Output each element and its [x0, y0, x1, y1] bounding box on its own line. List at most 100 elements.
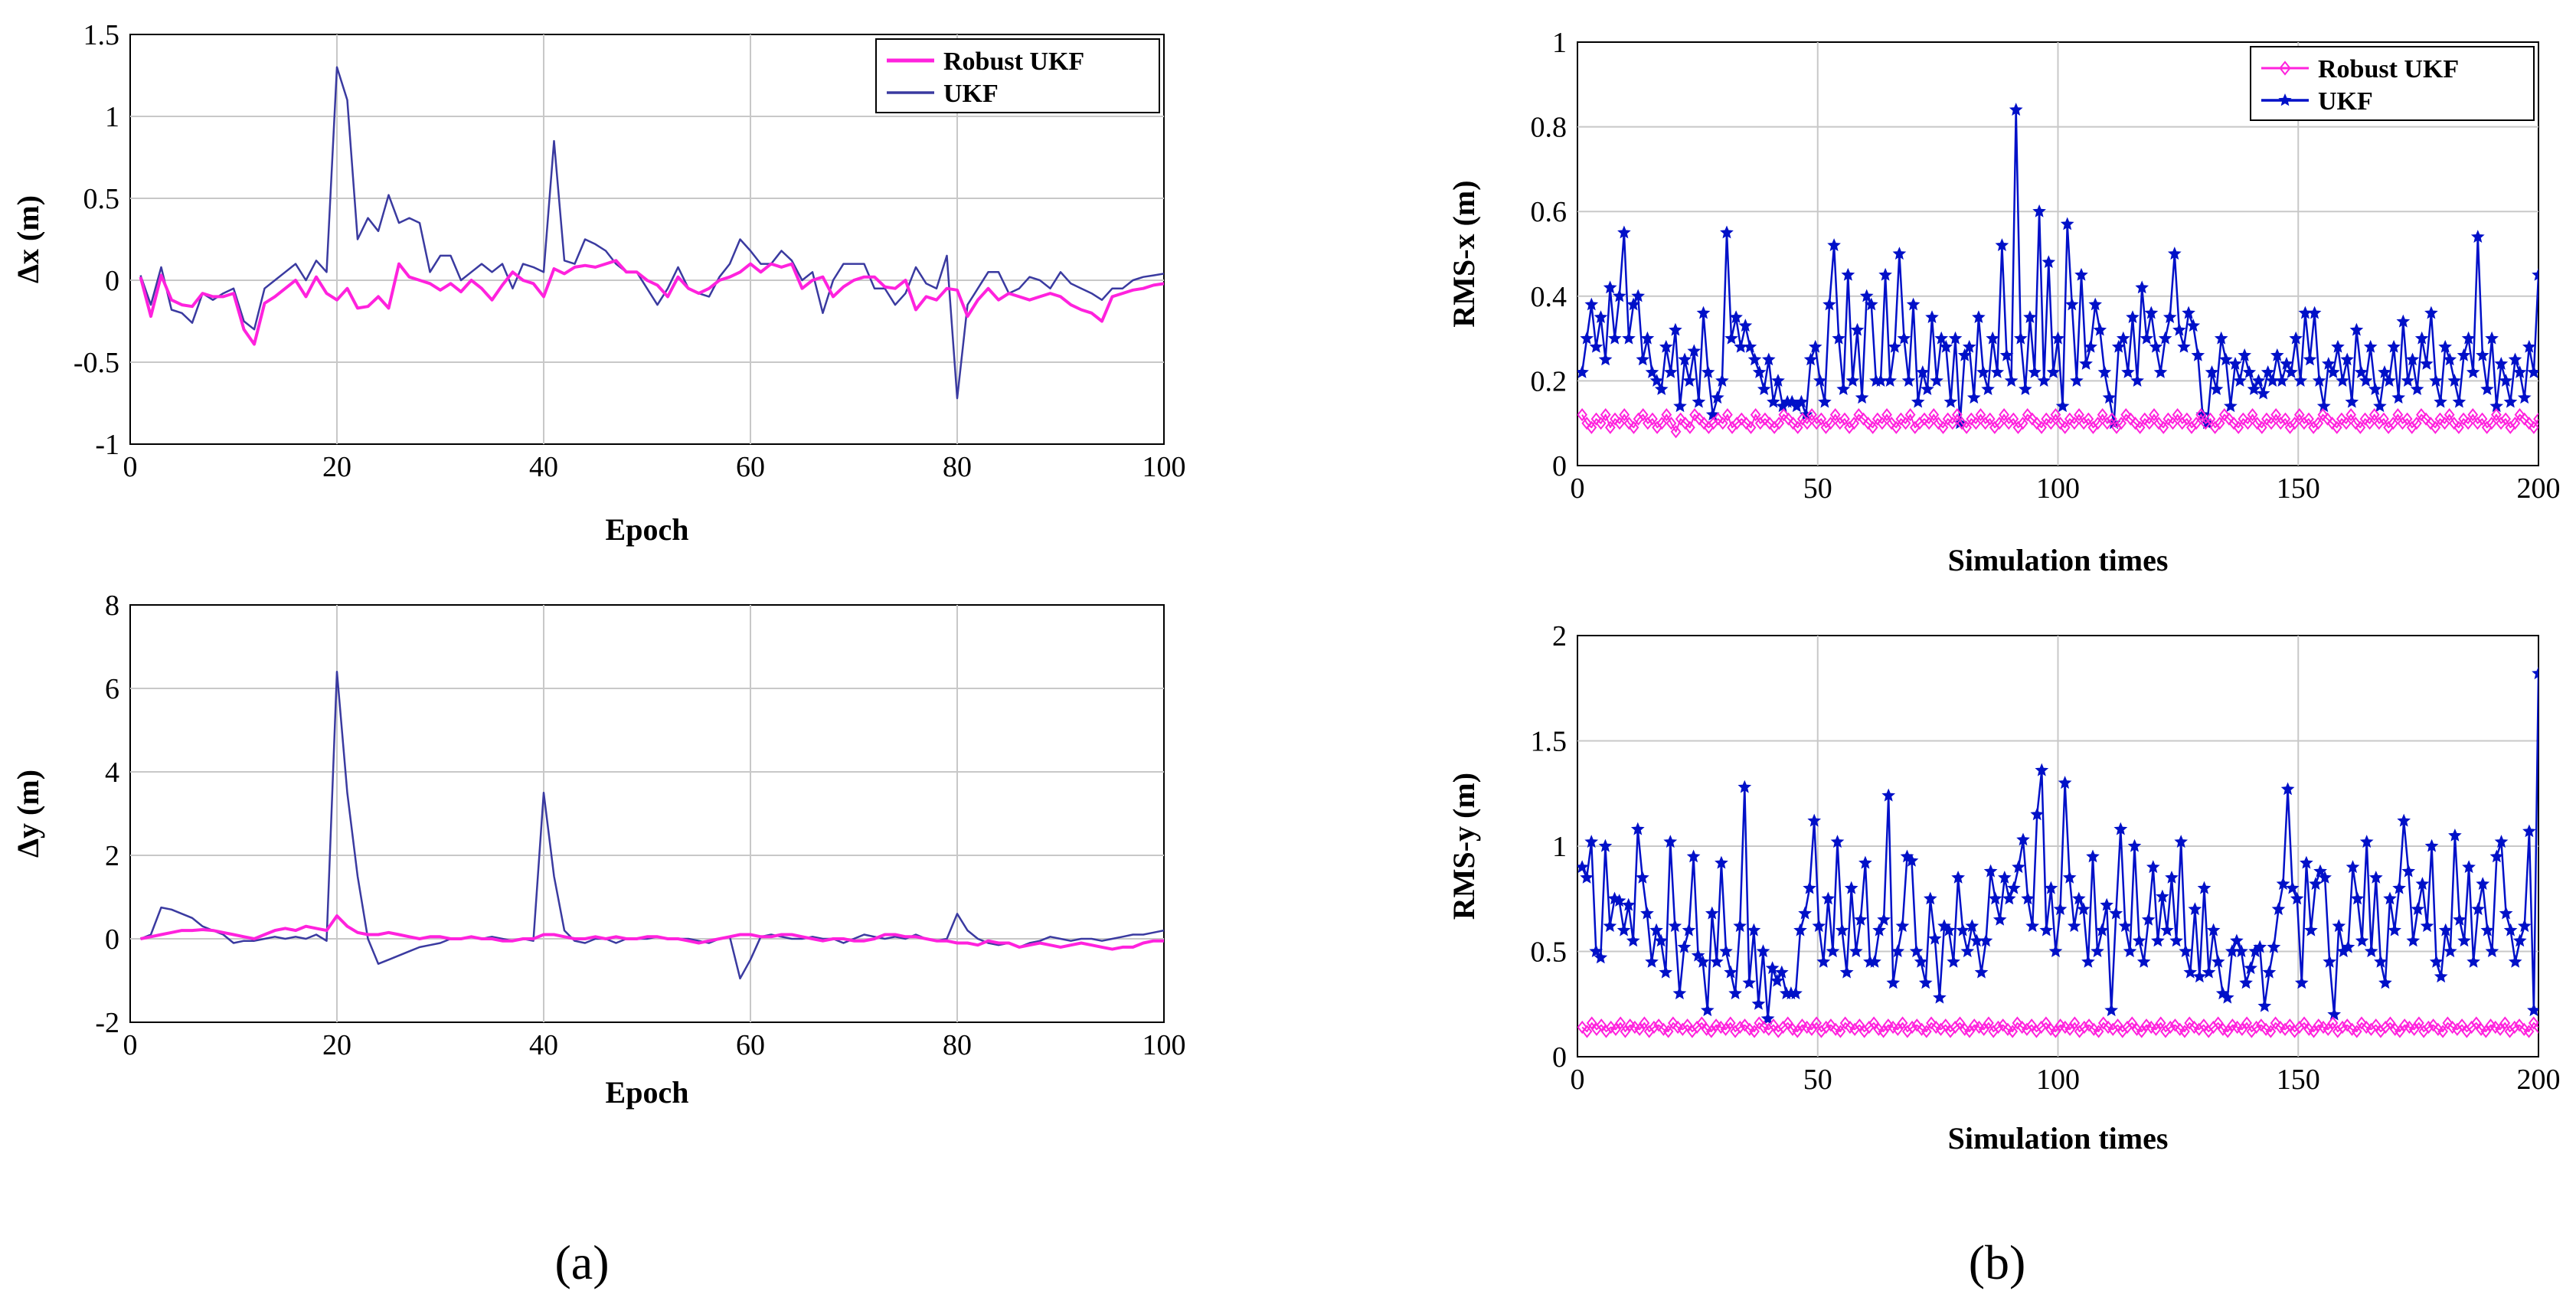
- series-layer: [1577, 103, 2538, 439]
- marker-diamond-robust-ukf: [1826, 1018, 1836, 1032]
- marker-diamond-robust-ukf: [1734, 1020, 1746, 1035]
- x-tick-label: 150: [2277, 472, 2320, 505]
- marker-star-ukf: [1594, 310, 1608, 323]
- marker-star-ukf: [2532, 267, 2538, 281]
- marker-star-ukf: [2341, 940, 2355, 953]
- marker-star-ukf: [2140, 331, 2154, 345]
- marker-star-ukf: [2053, 902, 2068, 916]
- marker-star-ukf: [1752, 364, 1767, 378]
- marker-star-ukf: [2209, 382, 2224, 395]
- marker-star-ukf: [2382, 374, 2396, 387]
- marker-star-ukf: [2323, 955, 2337, 968]
- marker-star-ukf: [1589, 339, 1603, 353]
- marker-star-ukf: [2081, 955, 2095, 968]
- marker-star-ukf: [1695, 955, 1710, 968]
- marker-star-ukf: [2452, 394, 2466, 408]
- marker-star-ukf: [2345, 394, 2359, 408]
- marker-star-ukf: [2136, 955, 2151, 968]
- x-tick-label: 100: [2036, 1064, 2080, 1096]
- marker-star-ukf: [2144, 306, 2159, 319]
- marker-star-ukf: [2396, 314, 2411, 328]
- marker-star-ukf: [2121, 364, 2135, 378]
- marker-diamond-robust-ukf: [1679, 417, 1691, 430]
- marker-star-ukf: [2160, 923, 2174, 937]
- marker-diamond-robust-ukf: [2026, 1018, 2038, 1032]
- marker-star-ukf: [2438, 339, 2453, 353]
- marker-diamond-robust-ukf: [2238, 412, 2249, 426]
- marker-star-ukf: [1878, 267, 1892, 281]
- marker-diamond-robust-ukf: [2523, 1025, 2535, 1038]
- marker-diamond-robust-ukf: [1739, 1018, 1751, 1032]
- marker-diamond-robust-ukf: [1782, 1016, 1793, 1030]
- marker-star-ukf: [1997, 871, 2012, 884]
- series-layer: [140, 670, 1164, 980]
- marker-star-ukf: [2327, 1007, 2342, 1021]
- marker-star-ukf: [1636, 871, 1649, 884]
- marker-star-ukf: [1663, 365, 1678, 378]
- marker-star-ukf: [1892, 247, 1907, 260]
- marker-star-ukf: [2091, 944, 2104, 958]
- marker-diamond-robust-ukf: [2351, 1025, 2362, 1038]
- marker-diamond-robust-ukf: [1596, 1018, 1607, 1032]
- marker-star-ukf: [2470, 230, 2485, 243]
- marker-star-ukf: [2326, 365, 2340, 378]
- marker-star-ukf: [2167, 247, 2182, 260]
- marker-star-ukf: [1640, 906, 1654, 920]
- marker-star-ukf: [2391, 391, 2406, 404]
- marker-star-ukf: [2220, 990, 2234, 1004]
- marker-star-ukf: [2392, 881, 2406, 894]
- marker-star-ukf: [2186, 319, 2201, 332]
- y-tick-label: 8: [105, 590, 119, 622]
- marker-star-ukf: [2234, 944, 2248, 958]
- marker-diamond-robust-ukf: [2289, 417, 2300, 430]
- marker-star-ukf: [1812, 919, 1826, 933]
- marker-star-ukf: [2378, 976, 2392, 989]
- marker-star-ukf: [1663, 835, 1678, 848]
- marker-star-ukf: [2025, 919, 2040, 933]
- marker-diamond-robust-ukf: [2514, 1018, 2525, 1032]
- marker-diamond-robust-ukf: [1849, 417, 1860, 430]
- marker-star-ukf: [1835, 923, 1849, 937]
- marker-diamond-robust-ukf: [1868, 1016, 1879, 1030]
- marker-diamond-robust-ukf: [1750, 408, 1761, 422]
- marker-star-ukf: [2448, 829, 2462, 842]
- marker-star-ukf: [2118, 919, 2133, 933]
- marker-diamond-robust-ukf: [1820, 1020, 1832, 1035]
- marker-star-ukf: [2244, 961, 2257, 975]
- marker-star-ukf: [1631, 289, 1646, 302]
- marker-diamond-robust-ukf: [1924, 417, 1935, 430]
- marker-star-ukf: [1901, 374, 1916, 387]
- marker-star-ukf: [2438, 923, 2453, 937]
- legend-label: UKF: [943, 80, 999, 108]
- marker-diamond-robust-ukf: [2036, 420, 2047, 434]
- legend: Robust UKF UKF: [2250, 46, 2535, 121]
- marker-star-ukf: [2070, 374, 2084, 387]
- marker-star-ukf: [1930, 374, 1943, 387]
- marker-star-ukf: [1577, 364, 1589, 378]
- marker-star-ukf: [2349, 322, 2364, 336]
- marker-star-ukf: [2480, 382, 2494, 395]
- y-axis-label: Δy (m): [11, 770, 45, 858]
- marker-diamond-robust-ukf: [1639, 1016, 1650, 1030]
- marker-star-ukf: [2429, 955, 2444, 968]
- marker-diamond-robust-ukf: [2427, 1018, 2439, 1032]
- marker-star-ukf: [2300, 855, 2313, 869]
- marker-diamond-robust-ukf: [1897, 1016, 1908, 1030]
- marker-diamond-robust-ukf: [1954, 1016, 1966, 1030]
- marker-diamond-robust-ukf: [2336, 412, 2347, 426]
- marker-star-ukf: [2309, 877, 2323, 891]
- marker-diamond-robust-ukf: [2414, 1016, 2424, 1030]
- marker-diamond-robust-ukf: [1647, 412, 1658, 426]
- marker-star-ukf: [2224, 399, 2238, 413]
- marker-star-ukf: [2097, 364, 2112, 378]
- marker-diamond-robust-ukf: [1806, 408, 1817, 422]
- marker-star-ukf: [2028, 365, 2042, 378]
- marker-diamond-robust-ukf: [1724, 1016, 1736, 1030]
- marker-diamond-robust-ukf: [1759, 412, 1770, 426]
- marker-diamond-robust-ukf: [2528, 420, 2538, 434]
- marker-diamond-robust-ukf: [1619, 408, 1630, 422]
- marker-star-ukf: [2304, 923, 2318, 937]
- marker-star-ukf: [2429, 374, 2443, 387]
- marker-diamond-robust-ukf: [1937, 420, 1949, 434]
